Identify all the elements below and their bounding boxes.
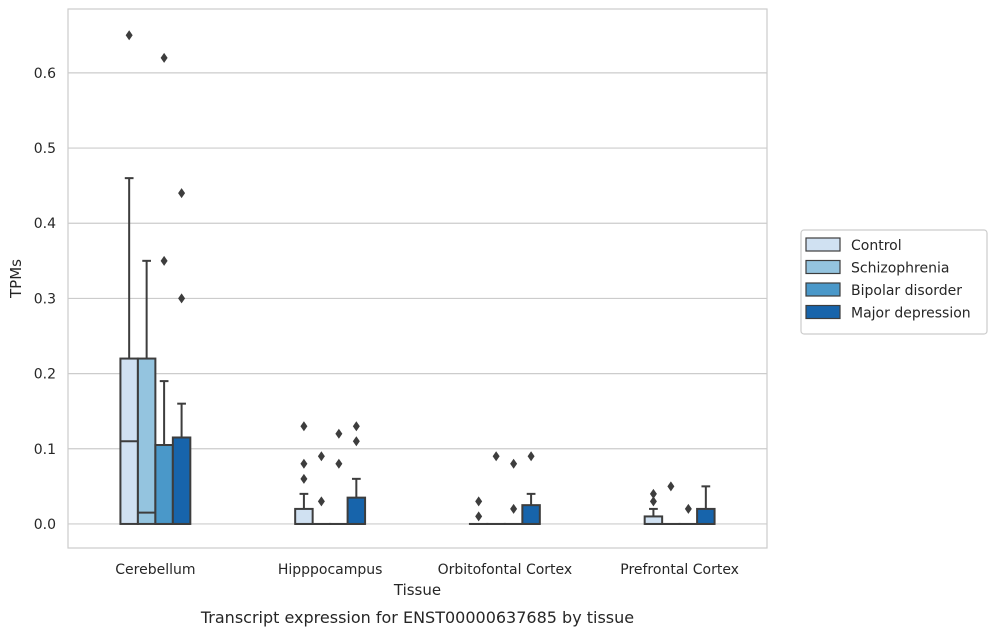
outlier-marker bbox=[317, 451, 325, 462]
legend-swatch bbox=[805, 282, 841, 297]
y-tick-label: 0.0 bbox=[34, 517, 56, 533]
box bbox=[294, 507, 314, 525]
x-tick-label: Prefrontal Cortex bbox=[620, 562, 739, 578]
y-tick-label: 0.6 bbox=[34, 66, 56, 82]
box-group bbox=[661, 481, 681, 525]
box bbox=[171, 436, 192, 525]
box-group bbox=[136, 259, 157, 525]
box-group bbox=[119, 30, 139, 525]
y-tick-label: 0.3 bbox=[34, 291, 56, 307]
y-tick-label: 0.2 bbox=[34, 367, 56, 383]
x-tick-label: Cerebellum bbox=[115, 562, 195, 578]
box-group bbox=[486, 451, 506, 525]
outlier-marker bbox=[492, 451, 500, 462]
x-axis-label: Tissue bbox=[393, 581, 441, 599]
outlier-marker bbox=[352, 421, 360, 432]
legend-frame bbox=[800, 229, 988, 335]
outlier-marker bbox=[178, 293, 186, 304]
box-group bbox=[346, 421, 367, 525]
outlier-marker bbox=[300, 473, 308, 484]
legend-label: Control bbox=[851, 238, 902, 254]
chart-caption: Transcript expression for ENST0000063768… bbox=[200, 608, 634, 627]
outlier-marker bbox=[475, 511, 483, 522]
legend-label: Major depression bbox=[851, 306, 971, 322]
box-group bbox=[643, 488, 664, 525]
box bbox=[521, 504, 541, 525]
box-group bbox=[329, 428, 349, 525]
box-group bbox=[171, 188, 192, 525]
legend-label: Bipolar disorder bbox=[851, 283, 962, 299]
box bbox=[696, 507, 716, 525]
box-group bbox=[503, 458, 524, 525]
box-plot-series bbox=[119, 30, 716, 525]
box bbox=[346, 496, 367, 525]
x-tick-label: Orbitofontal Cortex bbox=[438, 562, 573, 578]
outlier-marker bbox=[317, 496, 325, 507]
outlier-marker bbox=[684, 503, 692, 514]
y-tick-label: 0.4 bbox=[34, 216, 56, 232]
box-group bbox=[311, 451, 332, 525]
outlier-marker bbox=[125, 30, 133, 41]
outlier-marker bbox=[649, 496, 657, 507]
outlier-marker bbox=[335, 458, 343, 469]
outlier-marker bbox=[510, 458, 518, 469]
legend-label: Schizophrenia bbox=[851, 261, 949, 277]
outlier-marker bbox=[335, 428, 343, 439]
y-tick-label: 0.5 bbox=[34, 141, 56, 157]
legend-swatch bbox=[805, 304, 841, 320]
x-axis-ticks: Cerebellum Hipppocampus Orbitofontal Corte… bbox=[115, 562, 739, 578]
outlier-marker bbox=[352, 436, 360, 447]
y-axis-ticks: 0.0 0.1 0.2 0.3 0.4 0.5 0.6 bbox=[34, 66, 56, 533]
box-group bbox=[696, 485, 716, 525]
x-tick-label: Hipppocampus bbox=[278, 562, 383, 578]
outlier-marker bbox=[527, 451, 535, 462]
legend-swatch bbox=[805, 237, 841, 252]
outlier-marker bbox=[300, 458, 308, 469]
y-tick-label: 0.1 bbox=[34, 442, 56, 458]
box-group bbox=[294, 421, 314, 525]
box bbox=[154, 444, 174, 525]
outlier-marker bbox=[178, 188, 186, 199]
outlier-marker bbox=[510, 503, 518, 514]
y-axis-label: TPMs bbox=[7, 259, 25, 299]
outlier-marker bbox=[649, 488, 657, 499]
plot-frame bbox=[67, 8, 768, 549]
outlier-marker bbox=[667, 481, 675, 492]
legend: Control Schizophrenia Bipolar disorder Majo… bbox=[800, 229, 988, 335]
outlier-marker bbox=[160, 255, 168, 266]
outlier-marker bbox=[300, 421, 308, 432]
box-group bbox=[468, 496, 489, 525]
box bbox=[643, 515, 664, 525]
box-group bbox=[678, 503, 699, 525]
box-group bbox=[154, 52, 174, 525]
box-group bbox=[521, 451, 541, 525]
legend-swatch bbox=[805, 259, 841, 275]
outlier-marker bbox=[160, 52, 168, 63]
outlier-marker bbox=[475, 496, 483, 507]
box bbox=[136, 357, 157, 525]
